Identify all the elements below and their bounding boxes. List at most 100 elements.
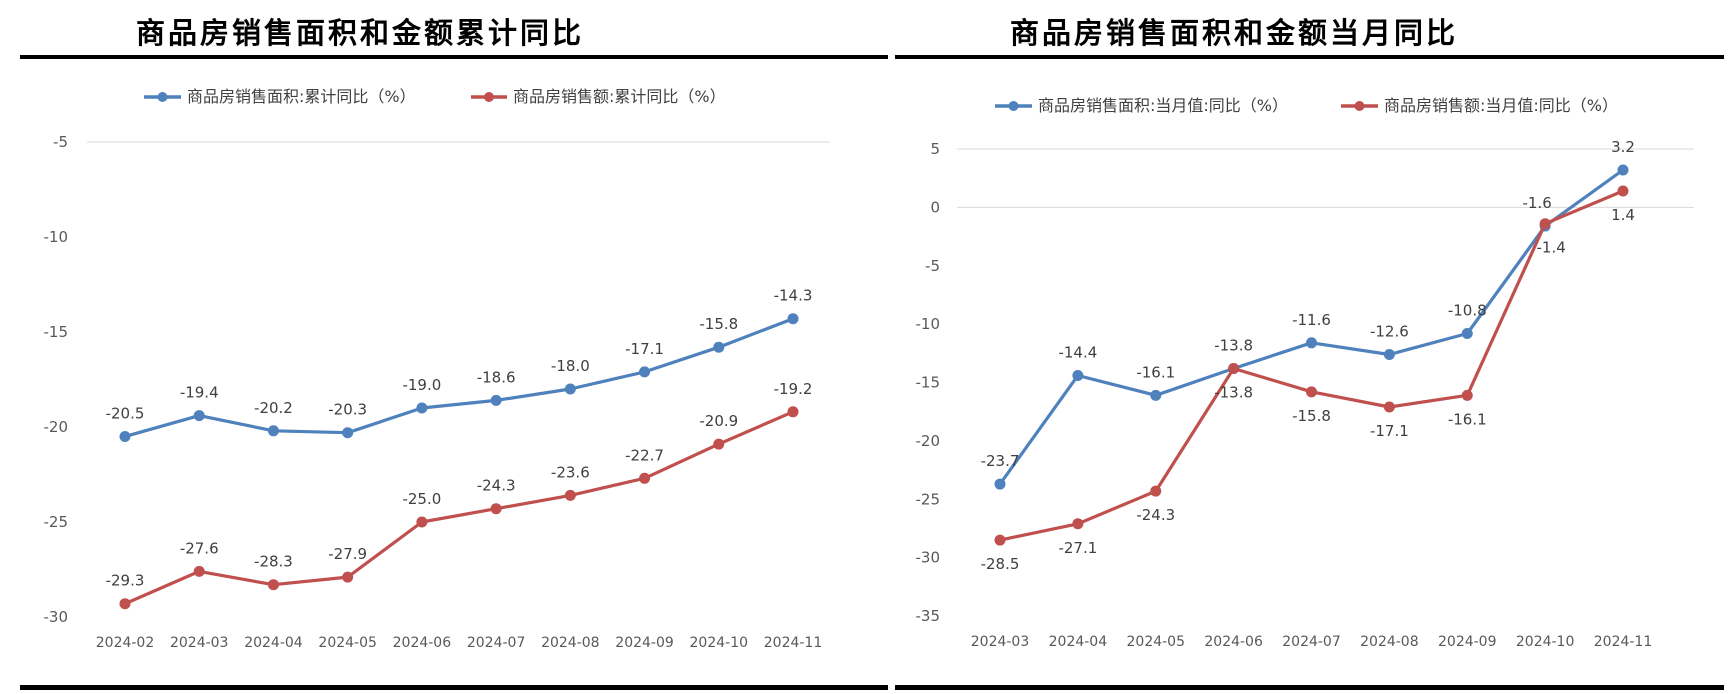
data-point (994, 478, 1006, 490)
legend-marker (484, 92, 494, 102)
data-point (787, 313, 799, 325)
monthly-yoy-line-chart: 5 0 -5 -10 -15 -20 -25 -30 -35 2024-03 2024-04 2024… (916, 96, 1694, 650)
data-point (193, 565, 205, 577)
x-tick-label: 2024-10 (1516, 634, 1575, 650)
data-label: 3.2 (1611, 138, 1635, 156)
x-tick-label: 2024-05 (318, 635, 377, 651)
y-tick-label: -30 (916, 549, 941, 567)
data-point (1306, 386, 1317, 398)
data-label: -20.5 (106, 405, 145, 423)
x-tick-label: 2024-10 (690, 635, 749, 651)
x-tick-label: 2024-04 (244, 635, 303, 651)
data-label: -18.6 (477, 368, 516, 386)
data-label: -12.6 (1370, 322, 1409, 340)
x-tick-label: 2024-09 (1438, 634, 1497, 650)
data-point (639, 472, 651, 484)
x-tick-label: 2024-06 (393, 635, 452, 651)
data-label: -13.8 (1214, 336, 1253, 354)
y-tick-label: -20 (916, 432, 941, 450)
legend-marker (1008, 101, 1019, 111)
y-tick-label: -10 (916, 315, 941, 333)
x-tick-label: 2024-02 (96, 635, 155, 651)
data-label: -20.9 (699, 412, 738, 430)
data-point (1072, 518, 1084, 530)
data-label: -19.2 (774, 380, 813, 398)
data-label: -28.5 (981, 555, 1020, 573)
y-tick-label: 0 (930, 198, 940, 216)
y-tick-label: -5 (53, 133, 68, 151)
legend-label: 商品房销售面积:当月值:同比（%） (1038, 96, 1288, 115)
bottom-rule (895, 685, 1724, 690)
data-label: -23.6 (551, 463, 590, 481)
data-label: -17.1 (1370, 422, 1409, 440)
y-tick-label: -25 (44, 513, 69, 531)
x-tick-label: 2024-11 (1594, 634, 1653, 650)
data-label: -15.8 (1292, 407, 1331, 425)
y-tick-label: -30 (44, 608, 69, 626)
cumulative-yoy-panel: 商品房销售面积和金额累计同比 -5 -10 -15 -20 -25 -30 2024-02 2… (20, 16, 888, 690)
data-point (564, 489, 576, 501)
chart-title: 商品房销售面积和金额累计同比 (136, 16, 585, 50)
data-point (1617, 185, 1629, 197)
y-tick-label: 5 (930, 140, 940, 158)
data-label: -1.4 (1536, 239, 1565, 257)
data-point (713, 341, 725, 353)
x-tick-label: 2024-11 (764, 635, 823, 651)
data-label: -27.6 (180, 539, 219, 557)
y-tick-label: -5 (925, 257, 940, 275)
x-tick-label: 2024-07 (1282, 634, 1341, 650)
data-label: -20.3 (328, 401, 367, 419)
data-label: -15.8 (699, 315, 738, 333)
data-point (639, 366, 651, 378)
data-label: -18.0 (551, 357, 590, 375)
data-label: -16.1 (1136, 363, 1175, 381)
y-tick-label: -15 (44, 323, 69, 341)
data-label: -13.8 (1214, 383, 1253, 401)
data-label: -11.6 (1292, 311, 1331, 329)
data-label: -25.0 (402, 490, 441, 508)
data-point (267, 425, 279, 437)
data-point (490, 503, 502, 515)
data-point (1150, 389, 1162, 401)
legend-marker (1354, 101, 1365, 111)
data-label: -10.8 (1448, 301, 1487, 319)
data-label: -16.1 (1448, 410, 1487, 428)
legend-marker (157, 92, 168, 102)
x-tick-label: 2024-05 (1127, 634, 1186, 650)
data-label: -28.3 (254, 553, 293, 571)
data-point (1617, 164, 1629, 176)
data-point (994, 534, 1006, 546)
x-tick-label: 2024-06 (1204, 634, 1263, 650)
data-point (1228, 362, 1240, 374)
data-label: -19.4 (180, 384, 219, 402)
data-label: -24.3 (1136, 506, 1175, 524)
y-tick-label: -20 (44, 418, 69, 436)
data-point (1150, 485, 1162, 497)
data-point (787, 406, 799, 418)
cumulative-yoy-line-chart: -5 -10 -15 -20 -25 -30 2024-02 2024-03 2024-04 20… (44, 87, 830, 651)
data-point (1539, 218, 1551, 230)
y-tick-label: -25 (916, 490, 941, 508)
data-point (1072, 369, 1084, 381)
data-label: -22.7 (625, 446, 664, 464)
data-point (119, 598, 131, 610)
x-tick-label: 2024-04 (1049, 634, 1108, 650)
series-line (124, 317, 794, 439)
title-rule (895, 55, 1724, 59)
data-point (342, 427, 354, 439)
y-tick-label: -35 (916, 607, 941, 625)
data-point (193, 410, 205, 422)
data-point (1461, 389, 1473, 401)
series-line (124, 410, 794, 606)
data-label: -14.3 (774, 287, 813, 305)
legend-label: 商品房销售额:当月值:同比（%） (1384, 96, 1618, 115)
data-point (1306, 337, 1317, 349)
data-label: -14.4 (1058, 343, 1097, 361)
legend-label: 商品房销售面积:累计同比（%） (187, 87, 416, 106)
x-tick-label: 2024-09 (615, 635, 674, 651)
title-rule (20, 55, 888, 59)
data-point (1461, 327, 1473, 339)
data-label: -20.2 (254, 399, 293, 417)
data-label: 1.4 (1611, 206, 1635, 224)
y-tick-label: -15 (916, 374, 941, 392)
